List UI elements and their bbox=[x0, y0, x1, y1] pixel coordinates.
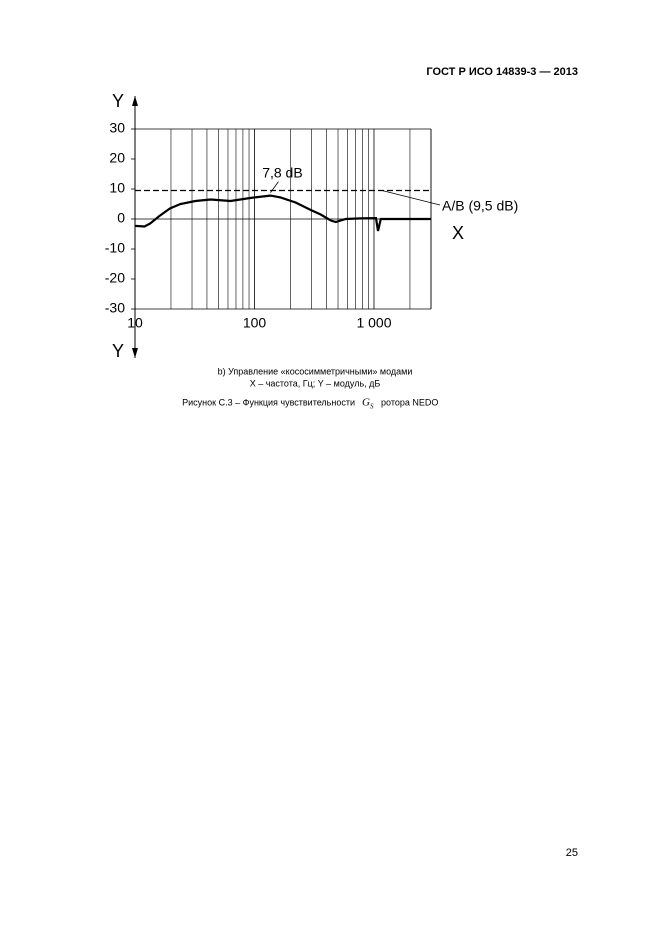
y-label-bottom: Y bbox=[112, 341, 124, 361]
y-tick-label: 10 bbox=[109, 180, 125, 196]
x-label: X bbox=[452, 223, 464, 243]
arrow bbox=[132, 96, 138, 106]
line bbox=[134, 194, 431, 232]
y-tick-label: 30 bbox=[109, 120, 125, 136]
annotation: 7,8 dB bbox=[262, 164, 302, 180]
arrow bbox=[132, 348, 138, 358]
y-tick-label: -20 bbox=[105, 270, 125, 286]
caption-subtitle: b) Управление «кососимметричными» модами bbox=[218, 366, 413, 376]
x-tick-label: 100 bbox=[243, 315, 267, 331]
caption-figure-end: ротора NEDO bbox=[381, 397, 438, 407]
y-tick-label: -30 bbox=[105, 300, 125, 316]
leader bbox=[381, 190, 441, 206]
y-label: Y bbox=[112, 91, 124, 111]
leader bbox=[270, 181, 279, 193]
header: ГОСТ Р ИСО 14839-3 — 2013 bbox=[426, 66, 578, 78]
ref-label: A/B (9,5 dB) bbox=[442, 198, 518, 214]
x-tick-label: 1 000 bbox=[356, 315, 391, 331]
y-tick-label: 20 bbox=[109, 150, 125, 166]
y-tick-label: -10 bbox=[105, 240, 125, 256]
symbol-sub: S bbox=[370, 403, 374, 411]
y-tick-label: 0 bbox=[117, 210, 125, 226]
page-number: 25 bbox=[566, 847, 578, 859]
symbol: G bbox=[362, 397, 370, 409]
caption-figure: Рисунок С.3 – Функция чувствительности bbox=[182, 397, 355, 407]
caption-legend: X – частота, Гц; Y – модуль, дБ bbox=[250, 378, 381, 388]
